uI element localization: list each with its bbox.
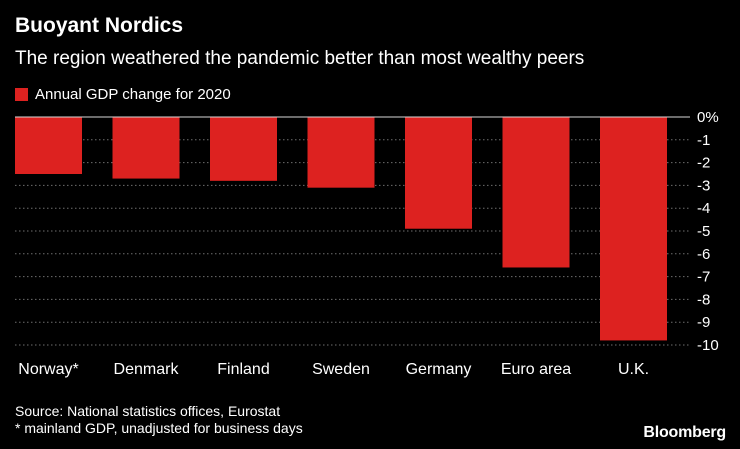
x-tick-label: Denmark bbox=[114, 361, 180, 378]
chart-title: Buoyant Nordics bbox=[15, 14, 184, 37]
footnote: * mainland GDP, unadjusted for business … bbox=[15, 420, 303, 436]
bar bbox=[600, 117, 667, 341]
y-tick-label: -3 bbox=[697, 177, 710, 194]
y-tick-label: -7 bbox=[697, 269, 710, 286]
bar bbox=[502, 117, 570, 268]
y-tick-label: -5 bbox=[697, 223, 710, 240]
bar bbox=[15, 117, 82, 174]
bar bbox=[210, 117, 277, 181]
bar bbox=[112, 117, 180, 179]
legend: Annual GDP change for 2020 bbox=[15, 86, 231, 103]
x-tick-label: Sweden bbox=[312, 361, 370, 378]
bloomberg-logo: Bloomberg bbox=[643, 424, 726, 441]
y-tick-label: -6 bbox=[697, 246, 710, 263]
bar bbox=[307, 117, 375, 188]
x-tick-label: Norway* bbox=[18, 361, 78, 378]
source-note: Source: National statistics offices, Eur… bbox=[15, 403, 281, 419]
bar bbox=[405, 117, 472, 229]
legend-swatch bbox=[15, 88, 28, 101]
y-tick-label: -8 bbox=[697, 291, 710, 308]
y-tick-label: 0% bbox=[697, 109, 719, 126]
x-tick-label: U.K. bbox=[618, 361, 649, 378]
y-tick-label: -2 bbox=[697, 155, 710, 172]
x-tick-label: Finland bbox=[217, 361, 269, 378]
y-tick-label: -1 bbox=[697, 132, 710, 149]
x-tick-label: Euro area bbox=[501, 361, 571, 378]
y-tick-label: -4 bbox=[697, 200, 710, 217]
y-tick-label: -10 bbox=[697, 337, 719, 354]
x-tick-label: Germany bbox=[406, 361, 472, 378]
y-tick-label: -9 bbox=[697, 314, 710, 331]
legend-label: Annual GDP change for 2020 bbox=[35, 86, 231, 103]
chart-subtitle: The region weathered the pandemic better… bbox=[15, 48, 585, 69]
